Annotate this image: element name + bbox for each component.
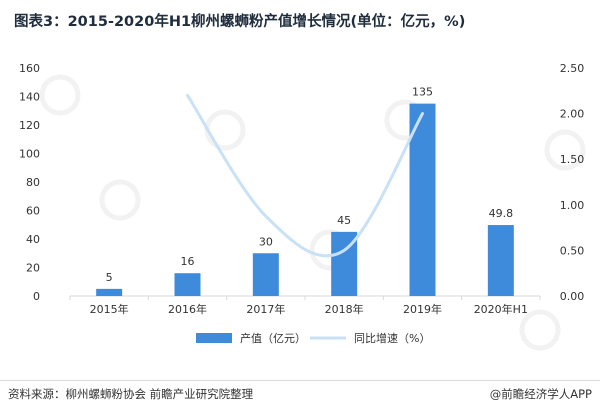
brand-credit: @前瞻经济学人APP <box>489 387 592 401</box>
y-left-tick-label: 0 <box>33 290 40 303</box>
footer-divider <box>0 380 600 381</box>
x-tick-label: 2018年 <box>325 302 364 316</box>
watermark-mark <box>39 74 81 116</box>
bar <box>174 273 201 296</box>
y-right-tick-label: 2.50 <box>560 62 585 75</box>
chart-area: 0 20 40 60 80 100 120 140 160 0.00 0.50 1.00 1.50 2.0… <box>19 62 586 351</box>
data-labels: 5 16 30 45 135 49.8 <box>106 86 513 284</box>
bar <box>409 103 436 296</box>
watermark-mark <box>204 109 246 151</box>
bar-value-label: 5 <box>106 271 113 284</box>
bar-value-label: 16 <box>181 255 195 268</box>
axes: 0 20 40 60 80 100 120 140 160 0.00 0.50 1.00 1.50 2.0… <box>19 62 584 316</box>
bar <box>96 288 123 296</box>
chart-title: 图表3：2015-2020年H1柳州螺蛳粉产值增长情况(单位：亿元，%) <box>14 14 466 30</box>
y-right-tick-label: 1.50 <box>560 153 585 166</box>
legend-bar-label: 产值（亿元） <box>240 331 306 345</box>
x-tick-label: 2015年 <box>90 302 129 316</box>
x-tick-label: 2020年H1 <box>474 302 528 316</box>
bar-value-label: 30 <box>259 235 273 248</box>
watermark-mark <box>519 309 561 351</box>
y-left-tick-label: 60 <box>26 205 40 218</box>
y-right-tick-label: 0.50 <box>560 244 585 257</box>
y-left-tick-label: 20 <box>26 262 40 275</box>
y-left-tick-label: 80 <box>26 176 40 189</box>
bar <box>487 225 514 296</box>
watermark-mark <box>544 129 586 171</box>
line-series <box>186 93 424 258</box>
x-tick-label: 2016年 <box>168 302 207 316</box>
y-left-tick-label: 140 <box>19 91 40 104</box>
bar-value-label: 135 <box>412 86 433 99</box>
x-tick-label: 2017年 <box>246 302 285 316</box>
y-left-tick-label: 120 <box>19 119 40 132</box>
source-note: 资料来源：柳州螺蛳粉协会 前瞻产业研究院整理 <box>8 387 254 401</box>
y-left-tick-label: 100 <box>19 148 40 161</box>
legend-line-label: 同比增速（%） <box>354 331 430 345</box>
legend-bar-swatch <box>196 333 232 343</box>
y-right-tick-label: 1.00 <box>560 199 585 212</box>
y-left-tick-label: 40 <box>26 233 40 246</box>
bar-series <box>96 103 514 296</box>
watermark-layer <box>39 74 586 351</box>
bar-value-label: 49.8 <box>489 207 514 220</box>
x-tick-label: 2019年 <box>403 302 442 316</box>
y-left-tick-label: 160 <box>19 62 40 75</box>
bar-value-label: 45 <box>337 214 351 227</box>
y-right-tick-label: 2.00 <box>560 108 585 121</box>
bar <box>252 253 279 296</box>
growth-rate-line <box>186 93 424 258</box>
y-right-tick-label: 0.00 <box>560 290 585 303</box>
watermark-mark <box>99 179 141 221</box>
legend: 产值（亿元） 同比增速（%） <box>196 331 430 345</box>
